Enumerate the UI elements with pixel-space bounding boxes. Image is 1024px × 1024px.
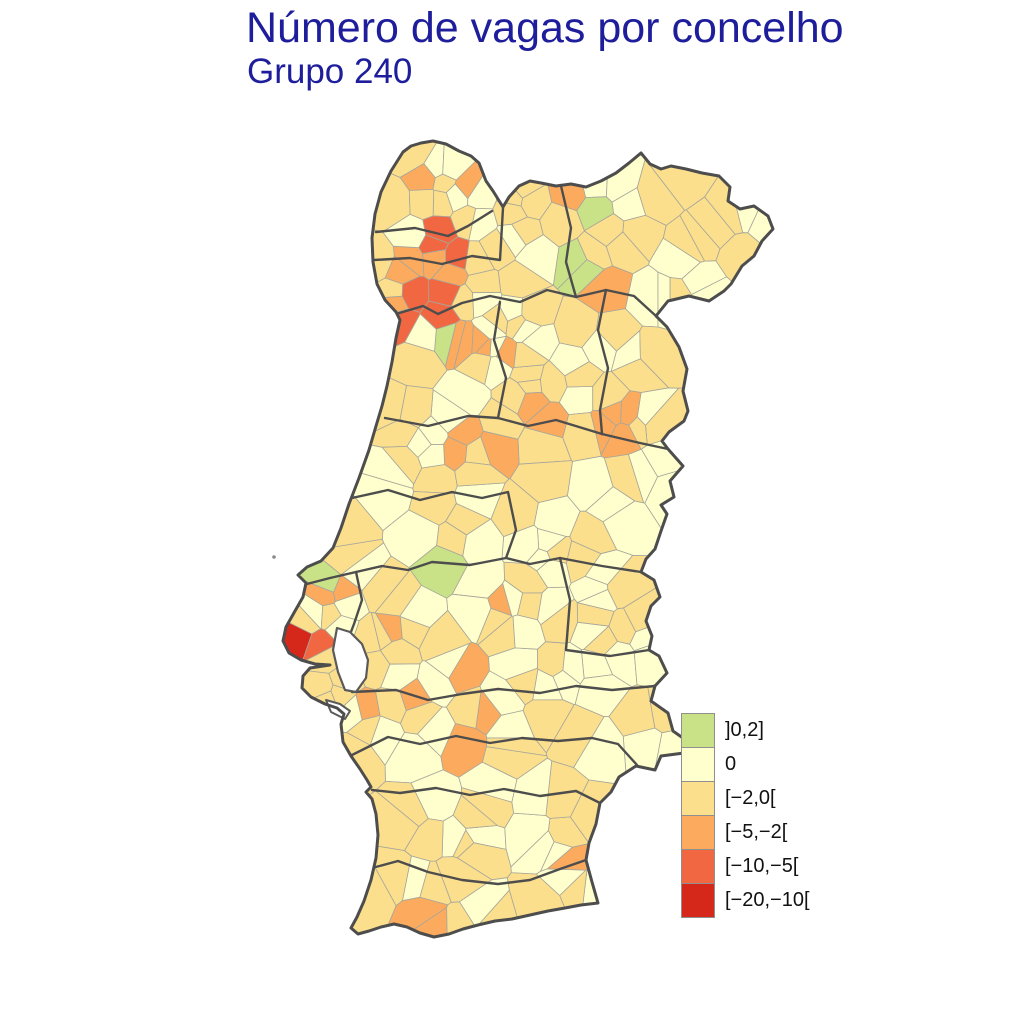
- district-boundary: [383, 414, 604, 436]
- legend-swatch: [681, 883, 715, 918]
- district-boundary: [370, 786, 602, 805]
- chart-subtitle: Grupo 240: [247, 52, 413, 91]
- legend-swatch: [681, 713, 715, 748]
- district-boundary: [596, 288, 610, 436]
- legend-item: ]0,2]: [681, 713, 810, 748]
- legend-label: 0: [725, 753, 737, 775]
- legend-swatch: [681, 849, 715, 884]
- legend-swatch: [681, 815, 715, 850]
- legend-swatch: [681, 747, 715, 782]
- legend-item: 0: [681, 747, 810, 782]
- legend-label: [−10,−5[: [725, 855, 799, 877]
- district-boundary: [374, 209, 494, 238]
- legend-item: [−20,−10[: [681, 883, 810, 918]
- legend-item: [−10,−5[: [681, 849, 810, 884]
- legend-swatch: [681, 781, 715, 816]
- legend-label: [−5,−2[: [725, 821, 788, 843]
- legend-label: [−20,−10[: [725, 889, 810, 911]
- legend-item: [−2,0[: [681, 781, 810, 816]
- tagus-estuary: [331, 626, 370, 694]
- district-boundary: [492, 300, 508, 420]
- country-outline: [281, 139, 775, 939]
- district-boundary: [301, 556, 508, 587]
- district-boundary: [558, 556, 651, 658]
- district-boundary: [394, 288, 658, 318]
- map-legend: ]0,2] 0 [−2,0[ [−5,−2[ [−10,−5[ [−20,−10…: [681, 713, 810, 918]
- legend-label: [−2,0[: [725, 787, 776, 809]
- district-boundary: [350, 684, 657, 702]
- district-boundary: [372, 206, 505, 266]
- district-boundary: [350, 734, 639, 767]
- legend-label: ]0,2]: [725, 719, 764, 741]
- legend-item: [−5,−2[: [681, 815, 810, 850]
- islet-dot: [272, 555, 276, 559]
- district-boundary: [600, 432, 670, 451]
- district-boundary: [559, 184, 578, 299]
- chart-title: Número de vagas por concelho: [246, 4, 844, 52]
- district-boundary: [350, 488, 643, 574]
- district-boundary: [370, 858, 588, 886]
